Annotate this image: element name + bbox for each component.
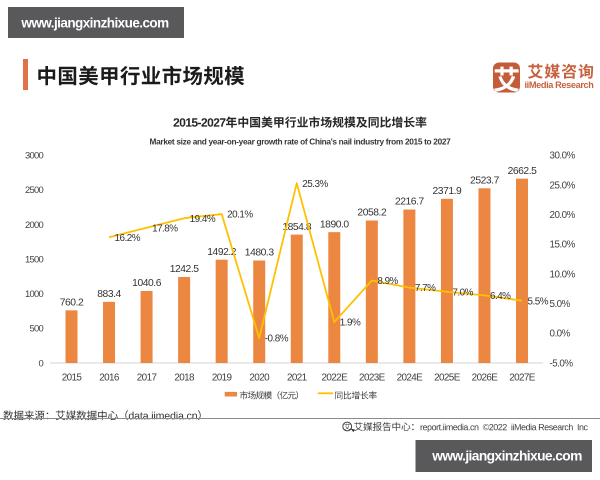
svg-text:1040.6: 1040.6 bbox=[132, 278, 162, 289]
svg-text:1890.0: 1890.0 bbox=[320, 219, 350, 230]
svg-text:2500: 2500 bbox=[25, 184, 44, 195]
svg-text:10.0%: 10.0% bbox=[550, 269, 576, 280]
svg-text:20.1%: 20.1% bbox=[227, 210, 253, 221]
svg-text:-5.0%: -5.0% bbox=[550, 358, 574, 369]
svg-text:2026E: 2026E bbox=[472, 373, 499, 384]
svg-text:6.4%: 6.4% bbox=[490, 291, 511, 302]
svg-text:20.0%: 20.0% bbox=[550, 210, 576, 221]
svg-text:5.5%: 5.5% bbox=[528, 296, 549, 307]
svg-text:2000: 2000 bbox=[25, 219, 44, 230]
svg-text:2017: 2017 bbox=[137, 373, 157, 384]
svg-text:Market size and year-on-year g: Market size and year-on-year growth rate… bbox=[150, 137, 452, 147]
svg-text:15.0%: 15.0% bbox=[550, 240, 576, 251]
svg-text:5.0%: 5.0% bbox=[550, 299, 571, 310]
svg-text:2016: 2016 bbox=[99, 373, 120, 384]
svg-text:2024E: 2024E bbox=[397, 373, 424, 384]
svg-text:25.3%: 25.3% bbox=[302, 179, 328, 190]
svg-text:1242.5: 1242.5 bbox=[170, 264, 200, 275]
svg-text:2662.5: 2662.5 bbox=[508, 166, 538, 177]
svg-text:2216.7: 2216.7 bbox=[395, 197, 425, 208]
svg-text:7.0%: 7.0% bbox=[452, 287, 473, 298]
svg-text:7.7%: 7.7% bbox=[415, 283, 436, 294]
svg-text:500: 500 bbox=[29, 323, 43, 334]
svg-text:16.2%: 16.2% bbox=[115, 233, 141, 244]
svg-text:1.9%: 1.9% bbox=[340, 318, 361, 329]
svg-text:30.0%: 30.0% bbox=[550, 151, 576, 162]
svg-text:2023E: 2023E bbox=[359, 373, 386, 384]
svg-text:17.8%: 17.8% bbox=[152, 223, 178, 234]
svg-text:2058.2: 2058.2 bbox=[357, 208, 387, 219]
svg-text:3000: 3000 bbox=[25, 150, 44, 161]
svg-text:883.4: 883.4 bbox=[97, 289, 121, 300]
svg-text:1500: 1500 bbox=[25, 253, 44, 264]
svg-text:2015: 2015 bbox=[62, 373, 83, 384]
svg-text:1480.3: 1480.3 bbox=[245, 248, 275, 259]
svg-text:25.0%: 25.0% bbox=[550, 180, 576, 191]
svg-text:760.2: 760.2 bbox=[60, 298, 84, 309]
svg-text:2021: 2021 bbox=[287, 373, 308, 384]
svg-text:2523.7: 2523.7 bbox=[470, 175, 500, 186]
svg-text:19.4%: 19.4% bbox=[190, 214, 216, 225]
svg-text:2027E: 2027E bbox=[509, 373, 536, 384]
svg-text:2025E: 2025E bbox=[434, 373, 461, 384]
svg-text:www.jiangxinzhixue.com: www.jiangxinzhixue.com bbox=[20, 16, 169, 31]
svg-text:-0.8%: -0.8% bbox=[265, 334, 289, 345]
svg-text:1492.2: 1492.2 bbox=[207, 247, 237, 258]
svg-text:2371.9: 2371.9 bbox=[433, 186, 463, 197]
svg-text:2019: 2019 bbox=[212, 373, 233, 384]
svg-text:0.0%: 0.0% bbox=[550, 329, 571, 340]
svg-text:0: 0 bbox=[38, 357, 43, 368]
svg-text:2018: 2018 bbox=[174, 373, 195, 384]
svg-text:2022E: 2022E bbox=[322, 373, 349, 384]
svg-text:1000: 1000 bbox=[25, 288, 44, 299]
svg-text:2020: 2020 bbox=[249, 373, 270, 384]
svg-text:8.9%: 8.9% bbox=[377, 276, 398, 287]
svg-text:1854.8: 1854.8 bbox=[282, 222, 312, 233]
svg-text:www.jiangxinzhixue.com: www.jiangxinzhixue.com bbox=[431, 449, 582, 464]
svg-text:iiMedia Research: iiMedia Research bbox=[525, 80, 595, 90]
